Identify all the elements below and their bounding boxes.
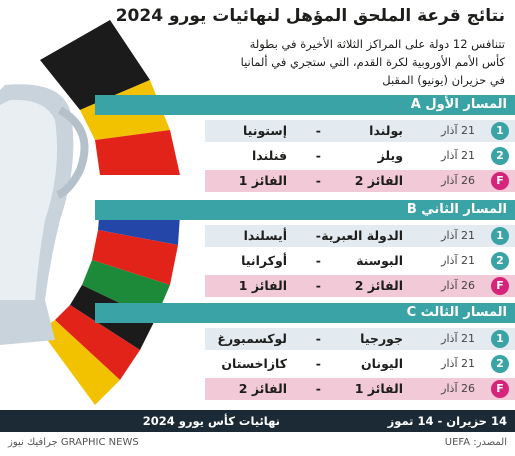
away-team: أيسلندا [243, 228, 287, 243]
title: نتائج قرعة الملحق المؤهل لنهائيات يورو 2… [115, 6, 505, 26]
separator: - [315, 148, 321, 163]
match-date: 26 آذار [441, 382, 475, 395]
subtitle-line: تتنافس 12 دولة على المراكز الثلاثة الأخي… [249, 37, 505, 51]
match-badge: F [491, 380, 509, 398]
match-row [205, 250, 515, 272]
match-row [205, 328, 515, 350]
path-header [95, 303, 515, 323]
away-team: لوكسمبورغ [217, 331, 287, 346]
match-row [205, 225, 515, 247]
match-date: 21 آذار [441, 332, 475, 345]
separator: - [315, 381, 321, 396]
source: المصدر: UEFA [444, 437, 507, 448]
footer-dates: 14 حزيران - 14 تموز [387, 414, 507, 428]
match-row [205, 378, 515, 400]
footer-bar [0, 410, 515, 432]
home-team: ويلز [377, 148, 403, 163]
home-team: الفائز 1 [354, 381, 403, 396]
separator: - [315, 278, 321, 293]
match-row [205, 120, 515, 142]
separator: - [315, 228, 321, 243]
match-date: 21 آذار [441, 124, 475, 137]
path-header [95, 200, 515, 220]
match-row [205, 353, 515, 375]
match-badge: 2 [491, 252, 509, 270]
separator: - [315, 356, 321, 371]
separator: - [315, 173, 321, 188]
match-badge: 1 [491, 227, 509, 245]
subtitle-line: كأس الأمم الأوروبية لكرة القدم، التي ستج… [240, 55, 505, 69]
trophy [0, 84, 89, 346]
footer-event: نهائيات كأس يورو 2024 [142, 414, 280, 428]
match-date: 21 آذار [441, 254, 475, 267]
match-row [205, 275, 515, 297]
match-badge: 1 [491, 330, 509, 348]
match-row [205, 145, 515, 167]
path-header [95, 95, 515, 115]
match-date: 26 آذار [441, 174, 475, 187]
home-team: الدولة العبرية [321, 228, 403, 243]
separator: - [315, 123, 321, 138]
path-title: المسار الثاني B [406, 202, 507, 217]
match-date: 21 آذار [441, 149, 475, 162]
away-team: الفائز 2 [238, 381, 287, 396]
home-team: اليونان [361, 356, 403, 371]
match-badge: 1 [491, 122, 509, 140]
match-badge: F [491, 277, 509, 295]
path-title: المسار الثالث C [406, 305, 507, 320]
home-team: جورجيا [360, 331, 403, 346]
separator: - [315, 331, 321, 346]
home-team: الفائز 2 [354, 278, 403, 293]
match-badge: 2 [491, 355, 509, 373]
path-title: المسار الأول A [410, 97, 507, 112]
subtitle-line: في حزيران (يونيو) المقبل [382, 73, 505, 87]
match-date: 21 آذار [441, 357, 475, 370]
match-date: 21 آذار [441, 229, 475, 242]
match-row [205, 170, 515, 192]
home-team: بولندا [369, 123, 403, 138]
match-badge: 2 [491, 147, 509, 165]
home-team: البوسنة [356, 253, 403, 268]
match-date: 26 آذار [441, 279, 475, 292]
match-badge: F [491, 172, 509, 190]
credit: GRAPHIC NEWS جرافيك نيوز [8, 437, 139, 448]
away-team: أوكرانيا [241, 253, 287, 268]
away-team: فنلندا [252, 148, 287, 163]
home-team: الفائز 2 [354, 173, 403, 188]
away-team: الفائز 1 [238, 278, 287, 293]
away-team: إستونيا [242, 123, 287, 138]
away-team: كازاخستان [221, 356, 287, 371]
separator: - [315, 253, 321, 268]
away-team: الفائز 1 [238, 173, 287, 188]
